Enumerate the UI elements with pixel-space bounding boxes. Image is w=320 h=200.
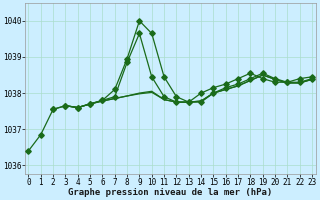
X-axis label: Graphe pression niveau de la mer (hPa): Graphe pression niveau de la mer (hPa) [68, 188, 272, 197]
